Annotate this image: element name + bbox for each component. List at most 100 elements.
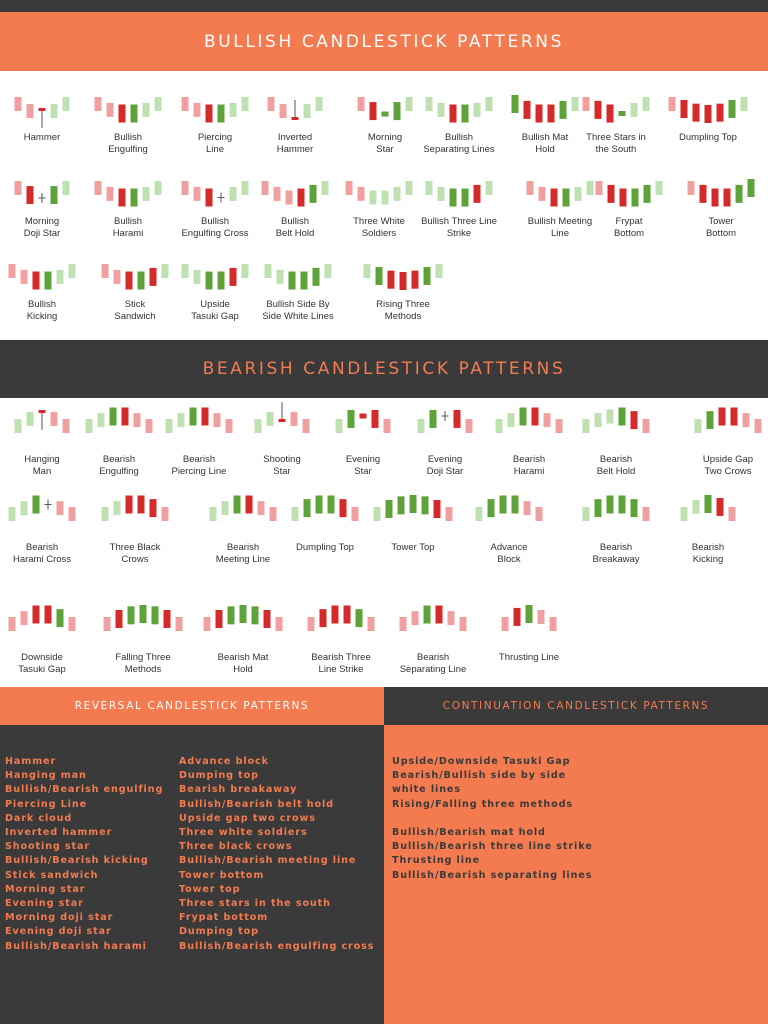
pattern-hammer: Hammer — [0, 78, 87, 144]
pattern-label: Bearish Harami Cross — [12, 542, 72, 565]
candle — [363, 264, 371, 278]
candle — [14, 181, 22, 195]
candle — [680, 507, 688, 521]
candle — [315, 97, 323, 111]
pattern-rising-three-methods: Rising Three Methods — [358, 245, 448, 323]
reversal-item: Tower bottom — [179, 869, 265, 881]
candle — [137, 271, 145, 290]
candle — [526, 181, 534, 195]
candle — [449, 188, 457, 207]
candle — [229, 267, 237, 286]
candle — [264, 264, 272, 278]
candle — [704, 105, 712, 123]
reversal-list-col1: Hammer Hanging man Bullish/Bearish engulfi… — [5, 755, 163, 954]
pattern-label: Dumpling Top — [296, 542, 354, 553]
reversal-item: Dark cloud — [5, 812, 73, 824]
candle — [217, 104, 225, 123]
pattern-label: Three Stars in the South — [586, 132, 646, 155]
candle — [276, 269, 284, 284]
pattern-bullish-kicking: Bullish Kicking — [0, 245, 87, 323]
pattern-label: Bearish Harami — [512, 454, 546, 477]
candle — [312, 267, 320, 286]
reversal-item: Upside gap two crows — [179, 812, 316, 824]
candle — [357, 186, 365, 201]
reversal-item: Bullish/Bearish engulfing cross — [179, 940, 375, 952]
candle — [165, 419, 173, 433]
pattern-label: Upside Gap Two Crows — [702, 454, 754, 477]
candlestick-diagram — [475, 495, 543, 521]
pattern-label: Bullish Meeting Line — [527, 216, 593, 239]
candle — [461, 104, 469, 123]
reversal-item: Frypat bottom — [179, 912, 269, 924]
candle — [692, 499, 700, 514]
candle — [687, 181, 695, 195]
candle — [149, 267, 157, 286]
candlestick-diagram — [101, 264, 169, 290]
candle — [142, 102, 150, 117]
candle — [618, 111, 626, 117]
pattern-label: Stick Sandwich — [114, 299, 156, 322]
candle — [137, 495, 145, 514]
candle — [161, 507, 169, 521]
candle — [399, 272, 407, 290]
reversal-item: Evening doji star — [5, 926, 112, 938]
candlestick-diagram — [495, 407, 563, 433]
candlestick-diagram — [267, 97, 323, 120]
pattern-bullish-belt-hold: Bullish Belt Hold — [250, 162, 340, 240]
candle — [50, 104, 58, 119]
pattern-label: Bullish Engulfing — [108, 132, 148, 155]
candle — [205, 104, 213, 123]
candle — [631, 188, 639, 207]
candle — [145, 419, 153, 433]
candle — [343, 605, 351, 624]
candle — [32, 271, 40, 290]
candle — [595, 181, 603, 195]
pattern-evening-doji-star: Evening Doji Star — [400, 400, 490, 478]
candle — [704, 495, 712, 513]
candlestick-diagram — [526, 181, 594, 207]
candle — [50, 186, 58, 205]
candle — [324, 264, 332, 278]
candle — [373, 507, 381, 521]
reversal-list-col2: Advance block Dumping top Bearish breakawa… — [179, 755, 374, 954]
reversal-item: Evening star — [5, 898, 84, 910]
continuation-item: Thrusting line — [392, 855, 481, 867]
candle — [62, 181, 70, 195]
candle — [425, 97, 433, 111]
pattern-label: Rising Three Methods — [376, 299, 430, 322]
candle — [582, 419, 590, 433]
candle — [279, 104, 287, 119]
candle — [411, 270, 419, 289]
candle — [302, 419, 310, 433]
candlestick-diagram — [307, 605, 375, 631]
candle — [125, 271, 133, 290]
pattern-bullish-mat-hold: Bullish Mat Hold — [500, 78, 590, 156]
candlestick-diagram — [668, 97, 748, 123]
candle — [14, 97, 22, 111]
candle — [730, 407, 738, 426]
candlestick-diagram — [261, 181, 329, 207]
pattern-label: Hanging Man — [24, 454, 60, 477]
candle — [740, 97, 748, 111]
continuation-item: Rising/Falling three methods — [392, 798, 574, 810]
candle — [215, 610, 223, 628]
continuation-item: Bullish/Bearish three line strike — [392, 841, 593, 853]
candle — [694, 419, 702, 433]
candle — [485, 181, 493, 195]
candle — [345, 181, 353, 195]
candle — [20, 611, 28, 626]
candle — [8, 507, 16, 521]
candle — [421, 496, 429, 515]
candlestick-diagram — [291, 495, 359, 521]
candle — [525, 605, 533, 623]
candle — [113, 501, 121, 516]
candle — [297, 188, 305, 207]
candle — [435, 605, 443, 624]
candle — [115, 610, 123, 628]
reversal-item: Tower top — [179, 883, 241, 895]
candlestick-diagram — [14, 97, 70, 128]
pattern-label: Bearish Breakaway — [592, 542, 640, 565]
candle — [20, 501, 28, 516]
candlestick-diagram — [417, 409, 473, 433]
candle — [347, 409, 355, 428]
